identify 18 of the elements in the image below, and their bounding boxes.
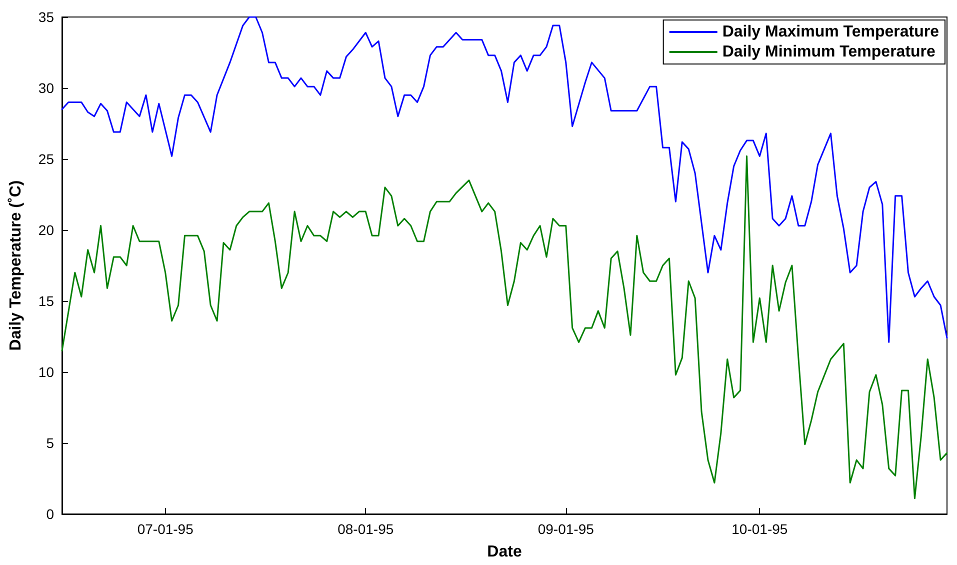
x-tick-label: 10-01-95 <box>732 521 788 537</box>
y-tick-label: 25 <box>38 151 54 167</box>
x-tick-label: 09-01-95 <box>538 521 594 537</box>
y-tick-label: 10 <box>38 364 54 380</box>
y-axis-title: Daily Temperature (˚C) <box>8 180 24 351</box>
y-tick-label: 30 <box>38 80 54 96</box>
x-tick-label: 08-01-95 <box>338 521 394 537</box>
y-tick-label: 5 <box>46 435 54 451</box>
x-tick-label: 07-01-95 <box>137 521 194 537</box>
y-tick-label: 35 <box>38 9 54 25</box>
legend-label: Daily Maximum Temperature <box>722 24 940 40</box>
line-series <box>61 155 948 500</box>
y-tick-label: 0 <box>46 506 54 522</box>
y-tick-label: 20 <box>38 222 54 238</box>
legend-label: Daily Minimum Temperature <box>722 44 936 60</box>
line-series <box>61 16 948 343</box>
x-axis-title: Date <box>487 544 522 560</box>
y-tick-label: 15 <box>38 293 54 309</box>
